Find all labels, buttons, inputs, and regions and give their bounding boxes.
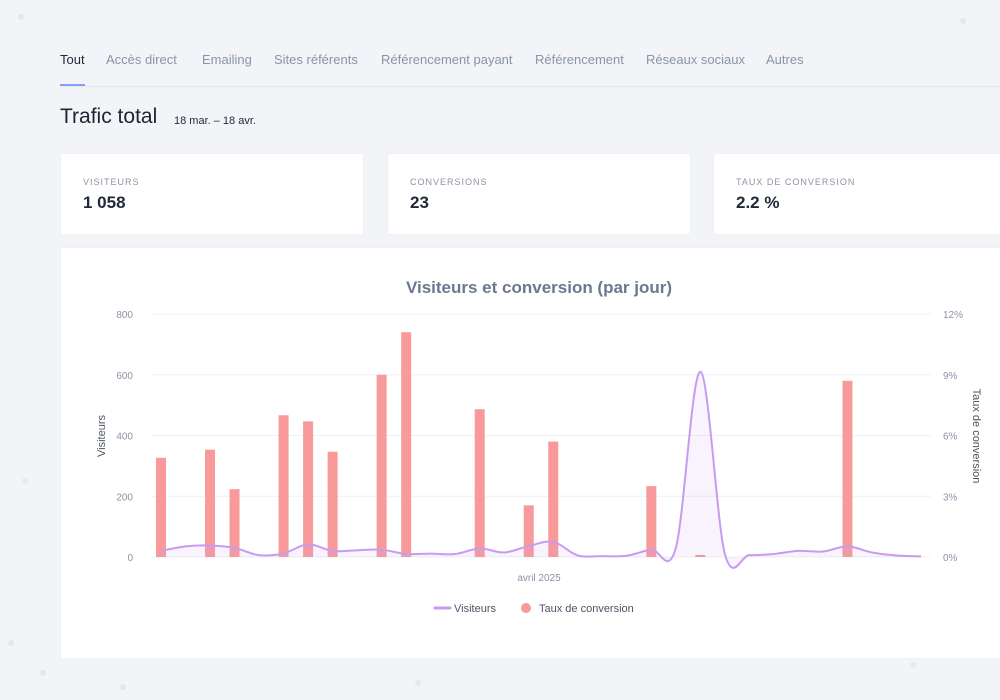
conversion-rate-bar (205, 449, 216, 557)
stat-label: CONVERSIONS (410, 177, 488, 187)
tab-emailing[interactable]: Emailing (202, 52, 252, 67)
chart-legend: Visiteurs Taux de conversion (433, 603, 634, 615)
conversion-rate-bar (401, 332, 412, 557)
chart-panel: Visiteurs et conversion (par jour) 0 200 4… (60, 247, 1000, 659)
y-axis-left-title: Visiteurs (96, 415, 108, 457)
background-speck (40, 670, 46, 676)
y-tick-left: 600 (116, 371, 133, 382)
stat-value: 1 058 (83, 193, 126, 212)
tab-tout[interactable]: Tout (60, 52, 85, 86)
y-tick-right: 6% (943, 432, 958, 443)
tab-referencement-payant[interactable]: Référencement payant (381, 52, 513, 67)
y-tick-right: 3% (943, 492, 958, 503)
background-speck (960, 18, 966, 24)
background-speck (22, 478, 28, 484)
conversion-rate-bar (303, 421, 314, 557)
conversion-rate-bar (646, 486, 657, 557)
tab-sites-referents[interactable]: Sites référents (274, 52, 358, 67)
channel-tabs: Tout Accès direct Emailing Sites référen… (60, 0, 1000, 87)
visitors-line (160, 370, 922, 569)
conversion-rate-bar (842, 380, 853, 557)
tab-referencement[interactable]: Référencement (535, 52, 624, 67)
chart-title: Visiteurs et conversion (par jour) (406, 278, 672, 297)
x-axis-label: avril 2025 (517, 573, 561, 584)
stat-card-conversions: CONVERSIONS 23 (387, 153, 691, 235)
y-tick-right: 0% (943, 553, 958, 564)
conversion-rate-bar (695, 554, 706, 557)
stat-card-conversion-rate: TAUX DE CONVERSION 2.2 % (713, 153, 1000, 235)
conversion-rate-bar (548, 441, 559, 557)
y-tick-left: 400 (116, 432, 133, 443)
background-speck (8, 640, 14, 646)
y-tick-left: 200 (116, 492, 133, 503)
visitors-conversion-chart: Visiteurs et conversion (par jour) 0 200 4… (96, 278, 982, 615)
visitors-area (161, 371, 921, 568)
date-range: 18 mar. – 18 avr. (174, 115, 256, 127)
tab-acces-direct[interactable]: Accès direct (106, 52, 177, 67)
y-axis-right-title: Taux de conversion (970, 389, 982, 484)
tab-reseaux-sociaux[interactable]: Réseaux sociaux (646, 52, 745, 67)
stat-card-visitors: VISITEURS 1 058 (60, 153, 364, 235)
legend-bar-swatch (521, 603, 531, 613)
tab-autres[interactable]: Autres (766, 52, 804, 67)
stat-value: 23 (410, 193, 429, 212)
background-speck (415, 680, 421, 686)
stat-label: TAUX DE CONVERSION (736, 177, 856, 187)
conversion-rate-bar (474, 409, 485, 557)
conversion-rate-bar (523, 505, 534, 557)
y-tick-right: 12% (943, 310, 963, 321)
background-speck (120, 684, 126, 690)
y-tick-left: 0 (127, 553, 133, 564)
background-speck (18, 14, 24, 20)
legend-conversion-rate[interactable]: Taux de conversion (539, 603, 634, 615)
background-speck (910, 662, 916, 668)
conversion-rate-bar (376, 374, 387, 557)
stat-label: VISITEURS (83, 177, 140, 187)
y-tick-right: 9% (943, 371, 958, 382)
conversion-rate-bar (327, 451, 338, 557)
stat-value: 2.2 % (736, 193, 780, 212)
conversion-rate-bar (156, 457, 166, 557)
y-tick-left: 800 (116, 310, 133, 321)
legend-visitors[interactable]: Visiteurs (454, 603, 496, 615)
page-title: Trafic total (60, 105, 158, 128)
conversion-rate-bar (278, 415, 289, 557)
conversion-rate-bar (229, 489, 240, 557)
